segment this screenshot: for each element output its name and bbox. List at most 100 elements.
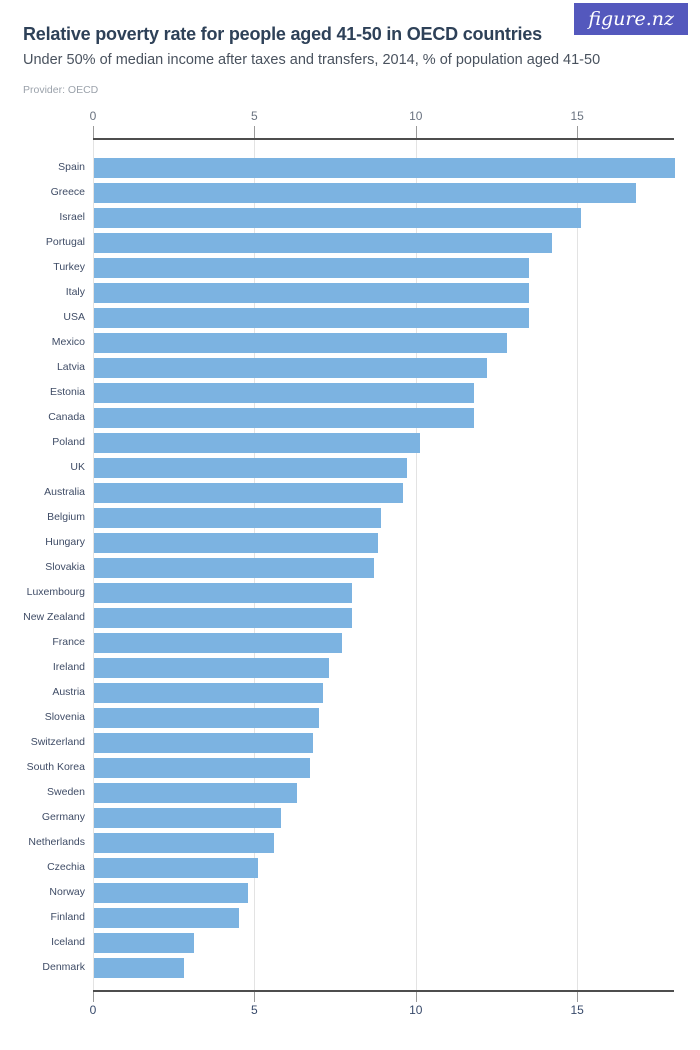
country-label: Switzerland xyxy=(30,736,85,748)
x-tick-label-bottom: 10 xyxy=(409,1003,423,1017)
x-tick-label-top: 15 xyxy=(570,109,584,123)
country-label: Turkey xyxy=(53,261,85,273)
bar[interactable] xyxy=(93,382,475,403)
bar-row: Turkey xyxy=(0,255,700,280)
x-axis-bottom: 0 5 10 15 xyxy=(90,990,674,1018)
bar[interactable] xyxy=(93,257,530,278)
x-tick-label-top: 10 xyxy=(409,109,423,123)
bar[interactable] xyxy=(93,432,420,453)
bar[interactable] xyxy=(93,482,404,503)
country-label: Iceland xyxy=(51,936,85,948)
country-label: Latvia xyxy=(56,361,85,373)
country-label: Mexico xyxy=(51,336,85,348)
x-tick-mark-top xyxy=(254,126,256,138)
country-label: South Korea xyxy=(26,761,85,773)
country-label: Czechia xyxy=(47,861,85,873)
bar-row: Belgium xyxy=(0,505,700,530)
bar-rows: Spain Greece Israel Portugal Turkey Italy USA M… xyxy=(0,140,700,990)
bar[interactable] xyxy=(93,207,581,228)
bar[interactable] xyxy=(93,182,636,203)
figure-nz-logo[interactable]: figure.nz xyxy=(574,3,688,35)
country-label: Ireland xyxy=(52,661,85,673)
bar[interactable] xyxy=(93,907,239,928)
x-tick-label-bottom: 5 xyxy=(251,1003,258,1017)
bar[interactable] xyxy=(93,657,330,678)
bar[interactable] xyxy=(93,857,259,878)
bar[interactable] xyxy=(93,307,530,328)
x-tick-mark-top xyxy=(415,126,417,138)
bar-row: Greece xyxy=(0,180,700,205)
country-label: Denmark xyxy=(42,961,85,973)
bar[interactable] xyxy=(93,582,352,603)
bar-row: Hungary xyxy=(0,530,700,555)
bar-row: Sweden xyxy=(0,780,700,805)
country-label: Luxembourg xyxy=(26,586,85,598)
gridline xyxy=(577,140,579,990)
bar-row: Iceland xyxy=(0,930,700,955)
bar[interactable] xyxy=(93,407,475,428)
country-label: Spain xyxy=(58,161,85,173)
bar[interactable] xyxy=(93,757,310,778)
bar-row: Norway xyxy=(0,880,700,905)
country-label: Israel xyxy=(59,211,85,223)
bar[interactable] xyxy=(93,457,407,478)
bar[interactable] xyxy=(93,707,320,728)
country-label: Norway xyxy=(49,886,85,898)
bar[interactable] xyxy=(93,607,352,628)
bar-row: Ireland xyxy=(0,655,700,680)
bar-row: Czechia xyxy=(0,855,700,880)
bar[interactable] xyxy=(93,807,281,828)
x-tick-mark-bottom xyxy=(577,992,579,1002)
bar[interactable] xyxy=(93,732,313,753)
bar[interactable] xyxy=(93,532,378,553)
bar-row: Netherlands xyxy=(0,830,700,855)
bar-row: South Korea xyxy=(0,755,700,780)
x-tick-mark-top xyxy=(577,126,579,138)
country-label: Slovakia xyxy=(45,561,85,573)
bar[interactable] xyxy=(93,332,507,353)
page-title: Relative poverty rate for people aged 41… xyxy=(23,24,542,44)
bar-row: USA xyxy=(0,305,700,330)
bar-row: Australia xyxy=(0,480,700,505)
bar-row: Denmark xyxy=(0,955,700,980)
bar[interactable] xyxy=(93,157,675,178)
bar-row: UK xyxy=(0,455,700,480)
country-label: Australia xyxy=(44,486,85,498)
bar-row: Italy xyxy=(0,280,700,305)
bar[interactable] xyxy=(93,357,488,378)
country-label: Finland xyxy=(50,911,85,923)
bar-row: Israel xyxy=(0,205,700,230)
bar[interactable] xyxy=(93,232,552,253)
country-label: Italy xyxy=(65,286,85,298)
bar[interactable] xyxy=(93,282,530,303)
country-label: Estonia xyxy=(49,386,85,398)
country-label: Slovenia xyxy=(44,711,85,723)
provider-note: Provider: OECD xyxy=(23,84,99,96)
bar[interactable] xyxy=(93,832,275,853)
bar[interactable] xyxy=(93,632,342,653)
bar[interactable] xyxy=(93,957,184,978)
bar[interactable] xyxy=(93,782,297,803)
country-label: USA xyxy=(63,311,85,323)
bar[interactable] xyxy=(93,682,323,703)
country-label: Germany xyxy=(41,811,85,823)
bar-row: Germany xyxy=(0,805,700,830)
country-label: Hungary xyxy=(45,536,85,548)
bar-row: Switzerland xyxy=(0,730,700,755)
bar-row: Portugal xyxy=(0,230,700,255)
x-tick-mark-bottom xyxy=(254,992,256,1002)
bar-row: Latvia xyxy=(0,355,700,380)
bar-row: Austria xyxy=(0,680,700,705)
gridline xyxy=(415,140,417,990)
country-label: New Zealand xyxy=(23,611,85,623)
bar[interactable] xyxy=(93,882,249,903)
bar[interactable] xyxy=(93,507,381,528)
country-label: Canada xyxy=(48,411,85,423)
bar-row: Estonia xyxy=(0,380,700,405)
bar-row: Luxembourg xyxy=(0,580,700,605)
bar[interactable] xyxy=(93,557,375,578)
x-tick-mark-bottom xyxy=(415,992,417,1002)
bar-row: France xyxy=(0,630,700,655)
bar-row: Mexico xyxy=(0,330,700,355)
bar[interactable] xyxy=(93,932,194,953)
